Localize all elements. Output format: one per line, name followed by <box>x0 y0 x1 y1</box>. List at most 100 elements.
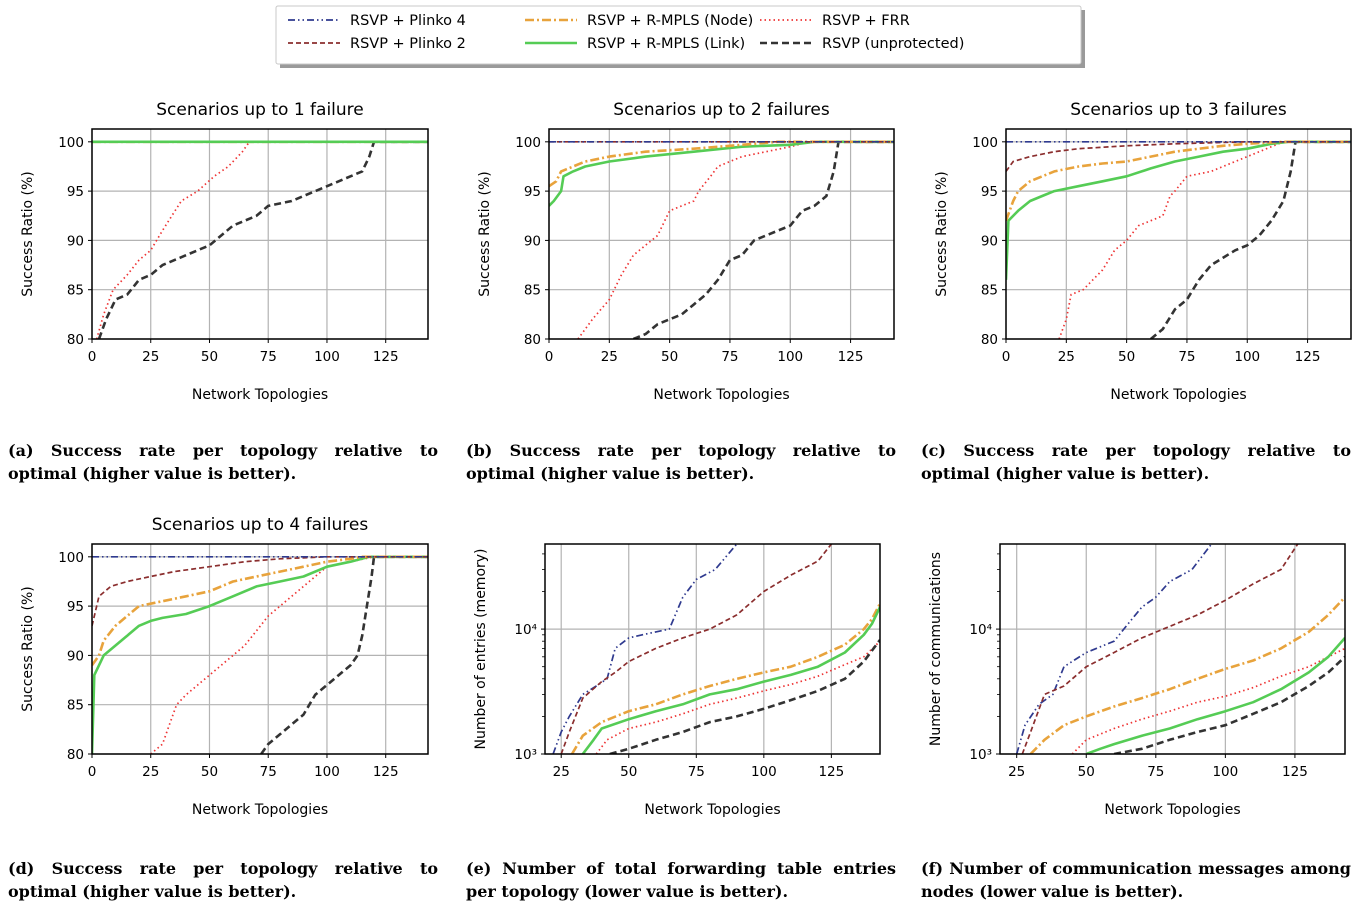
x-tick-label: 50 <box>661 349 678 365</box>
x-tick-label: 100 <box>751 764 777 780</box>
caption-e: (e) Number of total forwarding table ent… <box>466 859 896 901</box>
series-line-rsvp <box>1149 140 1351 339</box>
series-line-plinko2 <box>560 544 833 754</box>
x-tick-label: 100 <box>314 764 340 780</box>
y-tick-label: 90 <box>67 648 84 664</box>
series-line-rsvp <box>609 639 880 754</box>
plot-frame <box>1005 128 1352 340</box>
x-axis-label: Network Topologies <box>192 802 328 818</box>
caption-b: (b) Success rate per topology relative t… <box>466 441 896 483</box>
x-axis-label: Network Topologies <box>1104 802 1240 818</box>
y-tick-label: 90 <box>981 233 998 249</box>
series-line-rmpls_node <box>570 603 880 754</box>
x-tick-label: 100 <box>314 349 340 365</box>
legend-label-rmpls_node: RSVP + R-MPLS (Node) <box>587 13 753 29</box>
x-tick-label: 75 <box>260 349 277 365</box>
legend: RSVP + Plinko 4 RSVP + Plinko 2 RSVP + R-M… <box>275 5 1085 68</box>
y-tick-label: 85 <box>67 698 84 714</box>
chart-title: Scenarios up to 4 failures <box>152 515 369 535</box>
series-line-rmpls_link <box>581 606 880 754</box>
x-tick-label: 125 <box>818 764 844 780</box>
series-group <box>92 555 428 754</box>
chart-panel-6: 25 50 75 100 125 10³ 10⁴ Network Topologies Numb… <box>928 543 1346 818</box>
legend-box <box>275 5 1082 65</box>
series-line-frr <box>595 640 880 754</box>
chart-panel-1: 0 25 50 75 100 125 80 85 90 95 100 Network Topologi… <box>20 100 429 403</box>
y-axis-label: Success Ratio (%) <box>934 171 950 296</box>
x-tick-label: 0 <box>545 349 554 365</box>
y-axis-label: Success Ratio (%) <box>20 171 36 296</box>
x-tick-label: 50 <box>201 349 218 365</box>
series-line-plinko4 <box>1015 544 1213 754</box>
x-tick-label: 25 <box>1008 764 1025 780</box>
x-tick-label: 75 <box>260 764 277 780</box>
x-tick-label: 50 <box>620 764 637 780</box>
caption-f: (f) Number of communication messages amo… <box>921 859 1351 901</box>
x-tick-label: 0 <box>1002 349 1011 365</box>
series-line-plinko2 <box>92 555 428 626</box>
series-group <box>549 140 894 339</box>
series-group <box>1006 140 1351 339</box>
chart-title: Scenarios up to 1 failure <box>156 100 364 120</box>
x-tick-label: 50 <box>1118 349 1135 365</box>
series-line-plinko4 <box>552 544 738 754</box>
y-tick-label: 90 <box>524 233 541 249</box>
series-group <box>552 544 880 754</box>
chart-panel-5: 25 50 75 100 125 10³ 10⁴ Network Topologies Numb… <box>473 543 881 818</box>
x-tick-label: 75 <box>721 349 738 365</box>
plot-frame <box>544 543 881 755</box>
legend-label-plinko4: RSVP + Plinko 4 <box>350 13 466 29</box>
y-tick-label: 10⁴ <box>969 622 992 638</box>
series-line-rsvp <box>260 555 428 754</box>
y-tick-label: 95 <box>981 184 998 200</box>
series-line-rmpls_node <box>549 140 894 188</box>
y-tick-label: 95 <box>524 184 541 200</box>
series-line-frr <box>150 555 428 754</box>
x-tick-label: 75 <box>1147 764 1164 780</box>
plot-frame <box>548 128 895 340</box>
series-line-frr <box>1071 647 1345 754</box>
caption-a: (a) Success rate per topology relative t… <box>8 441 438 483</box>
y-tick-label: 80 <box>524 332 541 348</box>
x-tick-label: 0 <box>88 349 97 365</box>
series-line-frr <box>1058 140 1351 339</box>
y-axis-label: Success Ratio (%) <box>477 171 493 296</box>
series-line-rmpls_node <box>1029 596 1345 754</box>
y-tick-label: 100 <box>515 135 541 151</box>
y-tick-label: 95 <box>67 184 84 200</box>
x-tick-label: 125 <box>373 349 399 365</box>
y-axis-label: Number of communications <box>928 552 944 746</box>
y-tick-label: 85 <box>981 283 998 299</box>
x-tick-label: 25 <box>601 349 618 365</box>
x-tick-label: 50 <box>1078 764 1095 780</box>
x-tick-label: 125 <box>838 349 864 365</box>
x-tick-label: 50 <box>201 764 218 780</box>
series-line-frr <box>95 140 428 339</box>
y-tick-label: 90 <box>67 233 84 249</box>
x-axis-label: Network Topologies <box>1110 387 1246 403</box>
y-tick-label: 85 <box>67 283 84 299</box>
x-axis-label: Network Topologies <box>644 802 780 818</box>
series-line-rmpls_node <box>1006 140 1351 222</box>
series-line-frr <box>577 140 894 339</box>
legend-label-rsvp: RSVP (unprotected) <box>822 36 964 52</box>
x-tick-label: 25 <box>1058 349 1075 365</box>
series-line-plinko2 <box>1006 140 1351 172</box>
x-tick-label: 25 <box>142 349 159 365</box>
chart-panel-3: 0 25 50 75 100 125 80 85 90 95 100 Network Topologi… <box>934 100 1352 403</box>
chart-panel-2: 0 25 50 75 100 125 80 85 90 95 100 Network Topologi… <box>477 100 895 403</box>
series-line-rmpls_node <box>92 555 428 667</box>
y-tick-label: 80 <box>67 747 84 763</box>
y-tick-label: 100 <box>58 135 84 151</box>
series-line-rsvp <box>97 140 428 339</box>
series-line-rmpls_link <box>92 555 428 754</box>
y-tick-label: 10³ <box>969 747 992 763</box>
caption-d: (d) Success rate per topology relative t… <box>8 859 438 901</box>
y-tick-label: 10³ <box>514 747 537 763</box>
plot-frame <box>91 128 429 340</box>
x-tick-label: 25 <box>553 764 570 780</box>
y-tick-label: 80 <box>67 332 84 348</box>
series-line-plinko2 <box>1021 544 1299 754</box>
x-tick-label: 75 <box>688 764 705 780</box>
